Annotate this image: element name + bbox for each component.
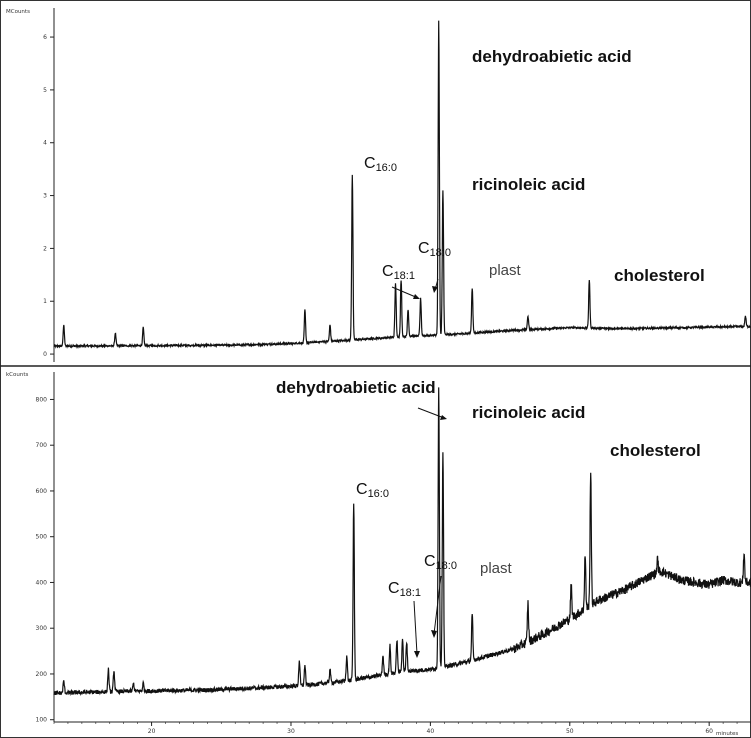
- top-label-ricinoleic-acid: ricinoleic acid: [472, 175, 585, 194]
- bottom-label-plast: plast: [480, 560, 513, 577]
- top-panel: MCounts 0 1 2 3 4 5 6 dehydroabietic acid rici…: [6, 8, 751, 362]
- top-y-unit-label: MCounts: [6, 9, 30, 15]
- bottom-arrowhead-c18-0: [431, 630, 437, 638]
- bottom-y-ticks: 100 200 300 400 500 600 700 800: [36, 396, 54, 724]
- top-y-tick-label: 6: [43, 34, 47, 41]
- bottom-chromatogram-trace: [53, 387, 751, 697]
- bottom-arrowhead-c18-1: [414, 651, 420, 658]
- bottom-y-tick-label: 800: [36, 396, 48, 403]
- top-label-dehydroabietic-acid: dehydroabietic acid: [472, 47, 632, 66]
- top-y-tick-label: 0: [43, 351, 47, 358]
- bottom-x-tick-label: 20: [148, 728, 156, 735]
- bottom-arrow-c18-1: [413, 600, 418, 655]
- bottom-arrowhead-dehydroabietic: [440, 415, 447, 420]
- bottom-y-tick-label: 400: [36, 579, 48, 586]
- top-chromatogram-trace: [53, 20, 751, 350]
- bottom-label-ricinoleic-acid: ricinoleic acid: [472, 403, 585, 422]
- bottom-x-tick-label: 60: [705, 728, 713, 735]
- bottom-y-tick-label: 700: [36, 442, 48, 449]
- bottom-arrow-dehydroabietic: [417, 407, 445, 419]
- top-arrowhead-c18-0: [432, 286, 438, 293]
- top-y-tick-label: 2: [43, 245, 47, 252]
- bottom-label-c18-0: C18:0: [424, 553, 457, 572]
- bottom-x-tick-label: 40: [427, 728, 435, 735]
- top-label-c18-0: C18:0: [418, 240, 451, 259]
- bottom-panel: kCounts minutes 100 200 300 400 500 600 700 800…: [6, 372, 751, 737]
- bottom-y-tick-label: 100: [36, 717, 48, 724]
- bottom-label-c16-0: C16:0: [356, 481, 389, 500]
- bottom-x-ticks: 20 30 40 50 60: [53, 722, 751, 735]
- top-y-tick-label: 3: [43, 193, 47, 200]
- top-arrow-c18-1: [391, 286, 419, 299]
- top-label-plast: plast: [489, 262, 522, 279]
- top-y-tick-label: 5: [43, 87, 47, 94]
- bottom-x-unit-label: minutes: [716, 731, 738, 737]
- bottom-y-tick-label: 300: [36, 625, 48, 632]
- bottom-y-tick-label: 200: [36, 671, 48, 678]
- top-y-ticks: 0 1 2 3 4 5 6: [43, 34, 54, 358]
- top-label-c16-0: C16:0: [364, 155, 397, 174]
- top-label-c18-1: C18:1: [382, 263, 415, 282]
- top-y-tick-label: 4: [43, 140, 47, 147]
- bottom-y-unit-label: kCounts: [6, 372, 29, 378]
- bottom-x-tick-label: 50: [566, 728, 574, 735]
- bottom-label-cholesterol: cholesterol: [610, 441, 701, 460]
- bottom-x-tick-label: 30: [287, 728, 295, 735]
- bottom-label-dehydroabietic-acid: dehydroabietic acid: [276, 378, 436, 397]
- bottom-y-tick-label: 600: [36, 488, 48, 495]
- bottom-y-tick-label: 500: [36, 534, 48, 541]
- bottom-label-c18-1: C18:1: [388, 580, 421, 599]
- top-y-tick-label: 1: [43, 298, 47, 305]
- top-arrowhead-c18-1: [413, 294, 420, 299]
- top-label-cholesterol: cholesterol: [614, 266, 705, 285]
- bottom-arrow-c18-0: [433, 575, 442, 635]
